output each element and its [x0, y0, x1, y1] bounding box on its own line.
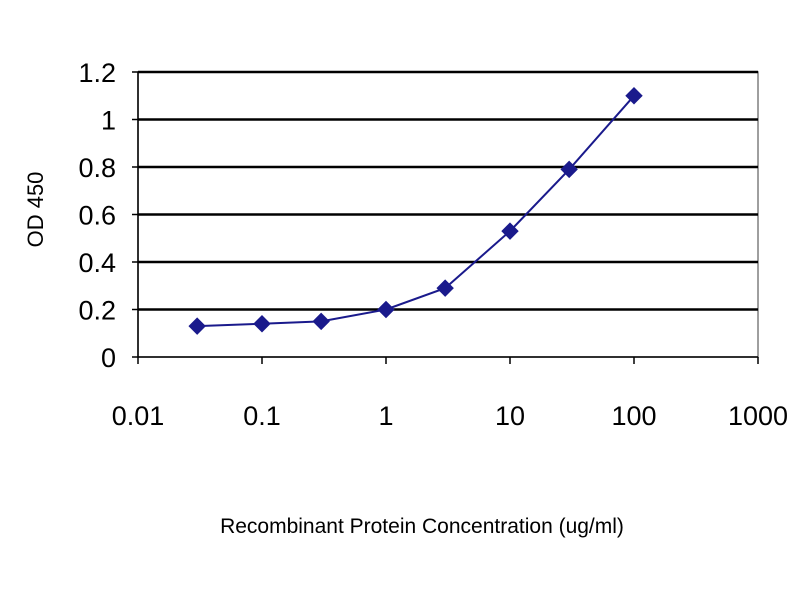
- data-point-marker: [312, 312, 330, 331]
- data-point-marker: [253, 315, 271, 333]
- x-tick-label: 100: [611, 401, 656, 431]
- y-tick-label: 1.2: [78, 58, 116, 88]
- y-tick-label: 0.2: [78, 296, 116, 326]
- y-tick-label: 0.8: [78, 153, 116, 183]
- x-tick-label: 0.01: [112, 401, 165, 431]
- data-point-marker: [625, 87, 643, 105]
- series-line: [197, 95, 635, 328]
- y-tick-label: 0.4: [78, 248, 116, 278]
- y-tick-label: 0: [101, 343, 116, 373]
- x-tick-label: 1: [378, 401, 393, 431]
- y-tick-label: 0.6: [78, 201, 116, 231]
- x-tick-labels: 0.01 0.1 1 10 100 1000: [112, 401, 788, 431]
- y-tick-label: 1: [101, 106, 116, 136]
- data-point-marker: [188, 317, 206, 335]
- data-point-marker: [377, 300, 395, 319]
- y-axis-title: OD 450: [23, 172, 48, 248]
- data-series: [188, 87, 643, 335]
- data-point-marker: [560, 160, 578, 179]
- data-point-marker: [436, 279, 454, 297]
- x-tick-label: 1000: [728, 401, 788, 431]
- x-tick-label: 0.1: [243, 401, 281, 431]
- gridlines: [138, 70, 758, 311]
- x-axis-title: Recombinant Protein Concentration (ug/ml…: [220, 515, 624, 538]
- x-tick-label: 10: [495, 401, 525, 431]
- axes: [132, 71, 759, 364]
- y-tick-labels: 0 0.2 0.4 0.6 0.8 1 1.2: [78, 58, 116, 373]
- data-point-marker: [501, 222, 519, 240]
